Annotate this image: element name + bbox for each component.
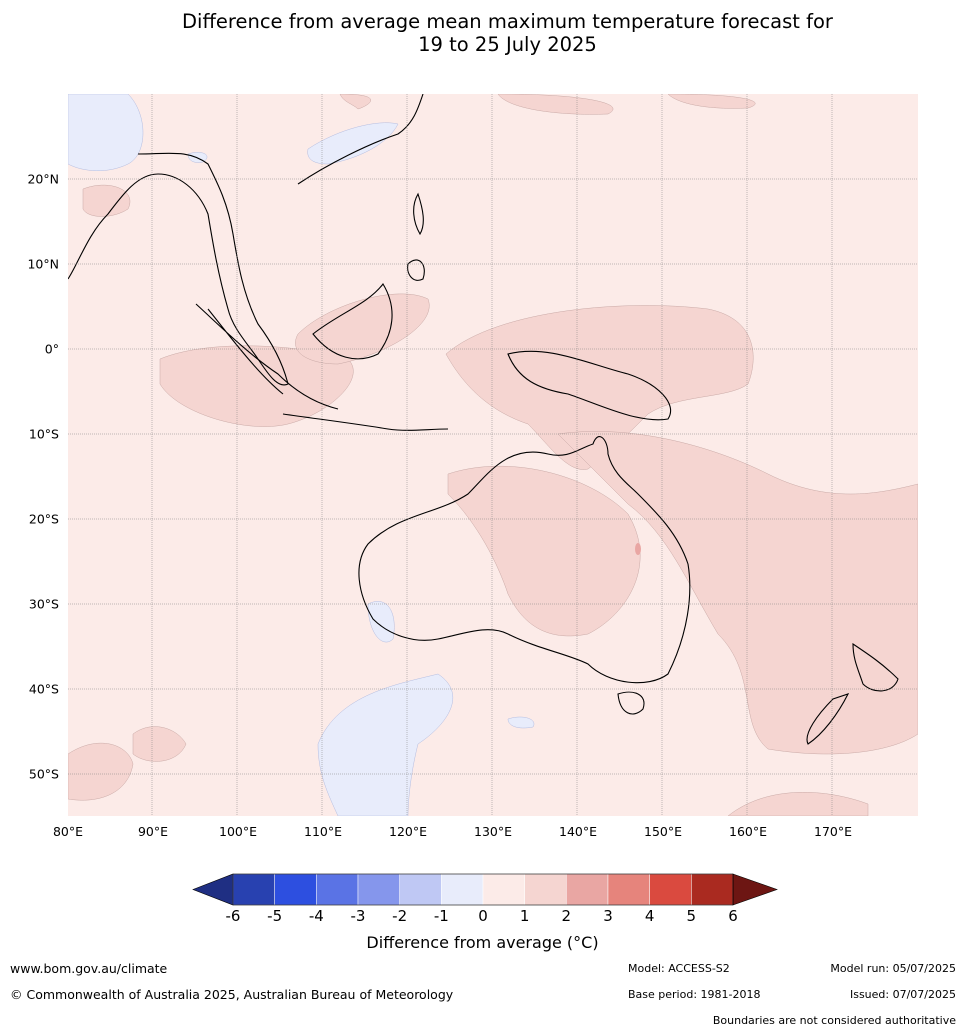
colorbar-tick-label: -6 — [225, 907, 241, 925]
lon-label-170e: 170°E — [813, 824, 853, 839]
lat-label-40s: 40°S — [28, 681, 59, 697]
colorbar-outline — [232, 873, 734, 906]
lon-label-80e: 80°E — [52, 824, 84, 839]
lat-label-20n: 20°N — [27, 171, 59, 187]
colorbar-tick-label: -2 — [392, 907, 408, 925]
sumatra-coastline — [195, 303, 339, 410]
lon-label-140e: 140°E — [558, 824, 598, 839]
anomaly-neg-regions — [68, 94, 535, 816]
colorbar-swatch — [357, 873, 400, 906]
colorbar-tick-label: 2 — [561, 907, 572, 925]
title-line-1: Difference from average mean maximum tem… — [182, 10, 833, 33]
java-coastline — [282, 413, 449, 431]
colorbar-tick-label: -4 — [308, 907, 324, 925]
new-guinea-coastline — [507, 350, 671, 421]
lat-label-20s: 20°S — [28, 511, 59, 527]
philippines-coastline — [407, 192, 425, 281]
lat-label-30s: 30°S — [28, 596, 59, 612]
map-title: Difference from average mean maximum tem… — [0, 10, 965, 56]
lon-label-110e: 110°E — [303, 824, 343, 839]
lon-label-150e: 150°E — [643, 824, 683, 839]
colorbar-swatch — [607, 873, 650, 906]
colorbar-swatch — [441, 873, 484, 906]
china-coastline — [297, 94, 424, 185]
tasmania-coastline — [617, 691, 645, 715]
colorbar-graphic — [192, 873, 778, 906]
footer-model: Model: ACCESS-S2 — [628, 962, 730, 975]
colorbar-label: Difference from average (°C) — [366, 933, 599, 952]
australia-coastline — [358, 436, 691, 684]
lon-label-100e: 100°E — [218, 824, 258, 839]
colorbar-tick-label: 1 — [519, 907, 530, 925]
footer-copyright: © Commonwealth of Australia 2025, Austra… — [10, 987, 454, 1002]
colorbar-tick-label: -1 — [433, 907, 449, 925]
colorbar-swatch — [274, 873, 317, 906]
colorbar-tick-label: 0 — [478, 907, 488, 925]
lon-label-130e: 130°E — [473, 824, 513, 839]
colorbar-swatch — [316, 873, 359, 906]
lat-label-50s: 50°S — [28, 766, 59, 782]
colorbar-swatch — [524, 873, 567, 906]
footer-issued: Issued: 07/07/2025 — [849, 988, 956, 1001]
forecast-map — [68, 94, 918, 816]
anomaly-1-2-regions — [68, 94, 918, 816]
colorbar-swatch — [399, 873, 442, 906]
colorbar-tick-label: 3 — [603, 907, 613, 925]
colorbar-extend-low — [192, 873, 234, 906]
lon-label-160e: 160°E — [728, 824, 768, 839]
colorbar — [190, 872, 780, 912]
colorbar-tick-label: 6 — [728, 907, 738, 925]
lon-label-90e: 90°E — [137, 824, 169, 839]
colorbar-swatch — [232, 873, 275, 906]
colorbar-swatch — [691, 873, 734, 906]
lat-label-10n: 10°N — [27, 256, 59, 272]
lon-label-120e: 120°E — [388, 824, 428, 839]
colorbar-tick-label: -3 — [350, 907, 366, 925]
title-line-2: 19 to 25 July 2025 — [418, 33, 597, 56]
colorbar-swatch — [649, 873, 692, 906]
colorbar-extend-high — [732, 873, 778, 906]
colorbar-swatch — [566, 873, 609, 906]
colorbar-tick-label: 5 — [686, 907, 697, 925]
colorbar-tick-label: -5 — [267, 907, 283, 925]
footer-model-run: Model run: 05/07/2025 — [830, 962, 956, 975]
anomaly-2-3-spot — [635, 543, 641, 555]
lat-label-10s: 10°S — [28, 426, 59, 442]
footer-disclaimer: Boundaries are not considered authoritat… — [712, 1014, 956, 1027]
colorbar-tick-label: 4 — [644, 907, 655, 925]
colorbar-swatch — [482, 873, 525, 906]
new-zealand-coastline — [806, 642, 899, 745]
map-canvas — [68, 94, 918, 816]
borneo-coastline — [312, 283, 393, 360]
footer-base-period: Base period: 1981-2018 — [628, 988, 761, 1001]
lat-label-0: 0° — [44, 341, 59, 357]
footer-website: www.bom.gov.au/climate — [10, 961, 168, 976]
graticule — [68, 94, 918, 816]
